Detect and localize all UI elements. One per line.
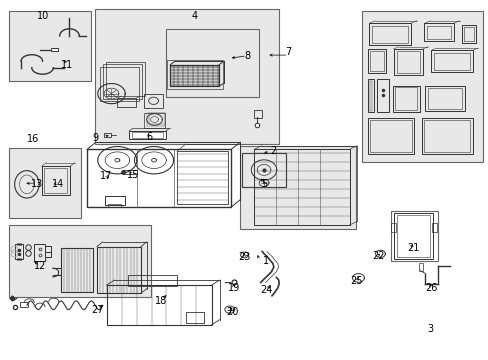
Bar	[427, 26, 450, 39]
Bar	[170, 65, 219, 86]
Bar	[461, 25, 475, 43]
Bar	[427, 88, 461, 109]
Bar	[418, 263, 423, 271]
Bar	[242, 153, 285, 187]
Bar	[393, 49, 422, 75]
Bar	[393, 213, 432, 259]
Text: 27: 27	[91, 305, 104, 315]
Text: 6: 6	[146, 132, 152, 142]
Text: 15: 15	[126, 170, 139, 180]
Text: 3: 3	[427, 324, 432, 334]
Text: 1: 1	[263, 256, 269, 266]
Bar	[239, 146, 355, 229]
Bar	[463, 27, 473, 41]
Bar	[9, 148, 81, 218]
Text: 22: 22	[372, 251, 385, 261]
Bar	[177, 151, 228, 204]
Bar	[361, 11, 482, 162]
Bar	[376, 79, 388, 112]
Bar	[144, 113, 164, 128]
Bar	[17, 258, 21, 260]
Bar	[254, 110, 261, 118]
Text: 25: 25	[350, 276, 363, 286]
Text: 7: 7	[285, 47, 291, 57]
Bar	[367, 79, 373, 112]
Text: 10: 10	[37, 11, 49, 21]
Bar	[117, 98, 136, 107]
Bar	[123, 170, 137, 174]
Bar	[425, 86, 464, 111]
Bar	[390, 211, 437, 261]
Bar	[430, 50, 472, 72]
Bar	[15, 244, 23, 259]
Bar	[424, 23, 453, 41]
Bar	[242, 153, 285, 187]
Text: 5: 5	[261, 179, 266, 189]
Text: 17: 17	[100, 171, 113, 181]
Text: 18: 18	[155, 296, 167, 306]
Bar	[129, 131, 165, 139]
Text: 8: 8	[244, 51, 249, 61]
Bar	[51, 48, 58, 51]
Bar	[105, 196, 124, 205]
Bar	[170, 65, 219, 86]
Text: 26: 26	[424, 283, 437, 293]
Bar	[396, 215, 429, 257]
Bar	[368, 23, 410, 45]
Bar	[95, 9, 278, 144]
Bar	[17, 243, 21, 245]
Bar	[144, 94, 163, 108]
Text: 14: 14	[51, 179, 64, 189]
Bar	[371, 26, 407, 43]
Bar	[367, 49, 386, 73]
Bar	[9, 225, 150, 297]
Bar	[167, 60, 223, 89]
Bar	[392, 86, 419, 112]
Bar	[421, 118, 472, 154]
Bar	[128, 275, 177, 286]
Bar	[369, 120, 411, 152]
Text: 23: 23	[238, 252, 250, 262]
Bar	[61, 248, 93, 292]
Bar	[367, 118, 413, 154]
Bar	[87, 149, 231, 207]
Bar	[106, 62, 145, 96]
Text: 12: 12	[34, 261, 46, 271]
Text: 16: 16	[27, 134, 40, 144]
Bar	[369, 51, 383, 71]
Bar	[103, 64, 142, 99]
Text: 11: 11	[61, 60, 74, 70]
Bar	[396, 51, 419, 73]
Text: 2: 2	[270, 146, 276, 156]
Bar	[423, 120, 469, 152]
Bar	[41, 166, 70, 195]
Bar	[185, 312, 204, 323]
Bar	[20, 302, 28, 307]
Bar	[107, 204, 121, 207]
Bar	[103, 133, 111, 137]
Bar	[166, 29, 259, 97]
Bar	[431, 223, 436, 232]
Bar	[146, 113, 164, 126]
Bar	[106, 285, 211, 325]
Text: 13: 13	[30, 179, 43, 189]
Bar	[9, 11, 91, 81]
Bar	[369, 81, 371, 111]
Text: 21: 21	[406, 243, 419, 253]
Bar	[394, 87, 416, 110]
Bar	[34, 244, 45, 261]
Bar	[97, 247, 141, 293]
Bar	[390, 223, 395, 232]
Bar	[433, 53, 469, 70]
Text: 19: 19	[227, 283, 240, 293]
Bar	[132, 132, 163, 138]
Bar	[254, 149, 349, 225]
Bar	[149, 113, 164, 124]
Text: 20: 20	[225, 307, 238, 318]
Text: 24: 24	[260, 285, 272, 295]
Bar	[100, 67, 139, 101]
Bar	[44, 168, 67, 193]
Text: 4: 4	[191, 11, 197, 21]
Text: 9: 9	[93, 132, 99, 143]
